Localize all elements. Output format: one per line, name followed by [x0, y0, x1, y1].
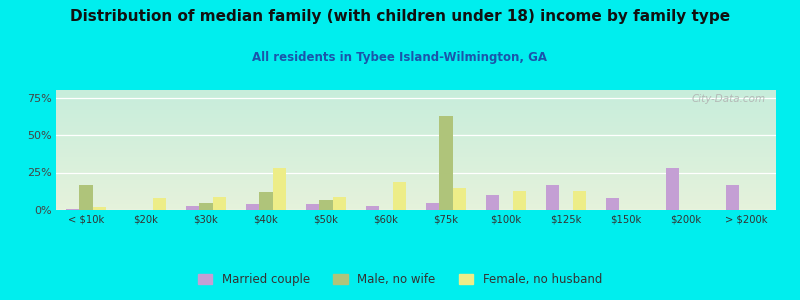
Bar: [259, 192, 273, 210]
Text: All residents in Tybee Island-Wilmington, GA: All residents in Tybee Island-Wilmington…: [253, 51, 547, 64]
Text: Distribution of median family (with children under 18) income by family type: Distribution of median family (with chil…: [70, 9, 730, 24]
Bar: [573, 190, 586, 210]
Bar: [66, 208, 79, 210]
Bar: [93, 207, 106, 210]
Bar: [246, 204, 259, 210]
Bar: [666, 168, 679, 210]
Bar: [546, 184, 559, 210]
Bar: [439, 116, 453, 210]
Bar: [393, 182, 406, 210]
Bar: [426, 202, 439, 210]
Bar: [79, 184, 93, 210]
Bar: [153, 198, 166, 210]
Bar: [306, 204, 319, 210]
Bar: [453, 188, 466, 210]
Bar: [273, 168, 286, 210]
Bar: [186, 206, 199, 210]
Bar: [486, 195, 499, 210]
Legend: Married couple, Male, no wife, Female, no husband: Married couple, Male, no wife, Female, n…: [194, 269, 606, 291]
Bar: [366, 206, 379, 210]
Bar: [213, 196, 226, 210]
Bar: [199, 202, 213, 210]
Bar: [333, 196, 346, 210]
Bar: [606, 198, 619, 210]
Bar: [726, 184, 739, 210]
Text: City-Data.com: City-Data.com: [691, 94, 766, 103]
Bar: [319, 200, 333, 210]
Bar: [513, 190, 526, 210]
